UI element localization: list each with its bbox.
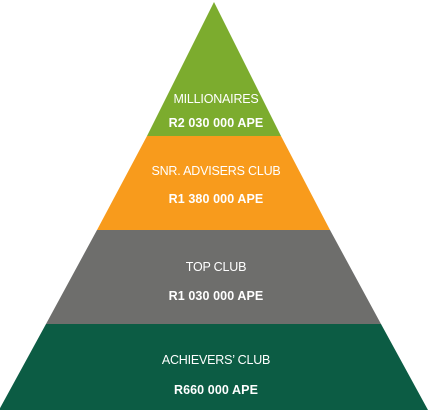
- tier-achievers-value: R660 000 APE: [173, 383, 259, 397]
- tier-top-club-shape: [46, 230, 381, 324]
- tier-snr-advisers-shape: [97, 136, 330, 230]
- tier-millionaires-name: MILLIONAIRES: [173, 92, 259, 106]
- tier-millionaires-shape: [147, 2, 281, 136]
- tier-achievers-shape: [0, 324, 428, 410]
- tier-achievers-name: ACHIEVERS’ CLUB: [161, 353, 271, 367]
- tier-top-club-name: TOP CLUB: [185, 260, 247, 274]
- tier-snr-advisers-value: R1 380 000 APE: [168, 192, 264, 206]
- tier-snr-advisers-name: SNR. ADVISERS CLUB: [151, 164, 281, 178]
- tier-millionaires-value: R2 030 000 APE: [168, 116, 264, 130]
- tier-top-club-value: R1 030 000 APE: [168, 289, 264, 303]
